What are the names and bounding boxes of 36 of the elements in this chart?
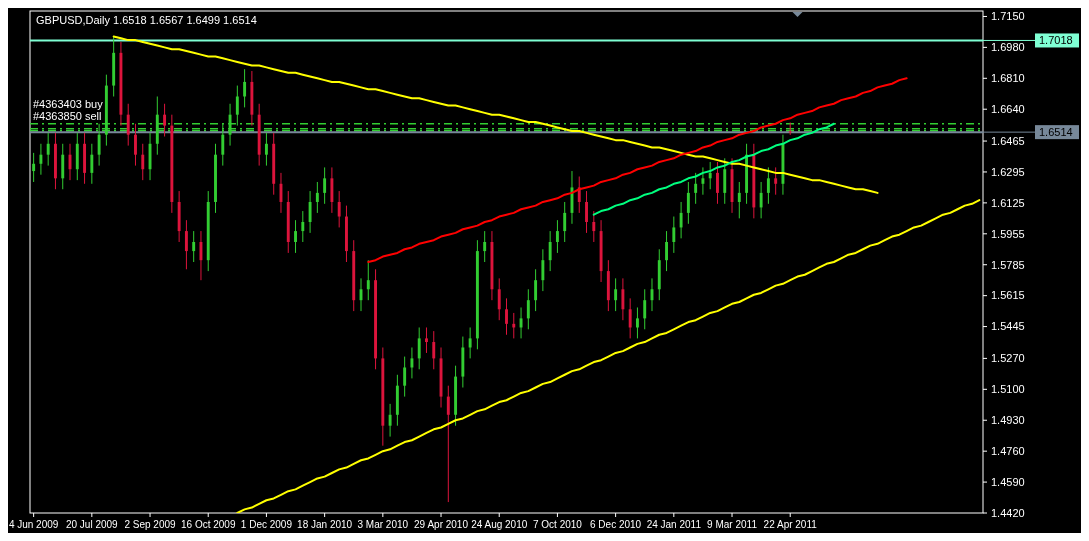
ref-line-label: 1.6514 <box>1039 125 1073 138</box>
y-tick-label: 1.5445 <box>991 320 1025 333</box>
x-tick-label: 1 Dec 2009 <box>240 519 293 530</box>
y-tick-label: 1.4760 <box>991 445 1025 458</box>
ref-line-label: 1.7018 <box>1039 34 1073 47</box>
x-tick-label: 4 Jun 2009 <box>8 519 59 530</box>
y-tick-label: 1.5270 <box>991 352 1025 365</box>
ref-line-label: #4363850 sell <box>33 109 102 122</box>
y-tick-label: 1.6125 <box>991 196 1025 209</box>
x-tick-label: 6 Dec 2010 <box>590 519 642 530</box>
x-tick-label: 24 Jan 2011 <box>646 519 702 530</box>
chart-title: GBPUSD,Daily 1.6518 1.6567 1.6499 1.6514 <box>36 14 257 26</box>
x-tick-label: 24 Aug 2010 <box>471 519 528 530</box>
y-tick-label: 1.6295 <box>991 165 1025 178</box>
x-tick-label: 20 Jul 2009 <box>65 519 119 530</box>
y-tick-label: 1.5955 <box>991 227 1025 240</box>
y-tick-label: 1.5785 <box>991 258 1025 271</box>
x-tick-label: 16 Oct 2009 <box>180 519 236 530</box>
x-tick-label: 7 Oct 2010 <box>532 519 583 530</box>
y-tick-label: 1.6465 <box>991 134 1025 147</box>
ref-line-label: #4363403 buy <box>33 97 104 110</box>
y-tick-label: 1.4420 <box>991 506 1025 519</box>
x-tick-label: 22 Apr 2011 <box>763 519 818 530</box>
y-tick-label: 1.6980 <box>991 41 1025 54</box>
y-tick-label: 1.6640 <box>991 103 1025 116</box>
y-tick-label: 1.7150 <box>991 10 1025 23</box>
y-tick-label: 1.5615 <box>991 289 1025 302</box>
x-tick-label: 29 Apr 2010 <box>414 519 469 530</box>
y-tick-label: 1.4930 <box>991 414 1025 427</box>
y-tick-label: 1.6810 <box>991 72 1025 85</box>
x-tick-label: 18 Jan 2010 <box>297 519 353 530</box>
y-tick-label: 1.4590 <box>991 475 1025 488</box>
x-tick-label: 3 Mar 2010 <box>357 519 409 530</box>
x-tick-label: 9 Mar 2011 <box>707 519 758 530</box>
x-tick-label: 2 Sep 2009 <box>124 519 177 530</box>
y-tick-label: 1.5100 <box>991 383 1025 396</box>
